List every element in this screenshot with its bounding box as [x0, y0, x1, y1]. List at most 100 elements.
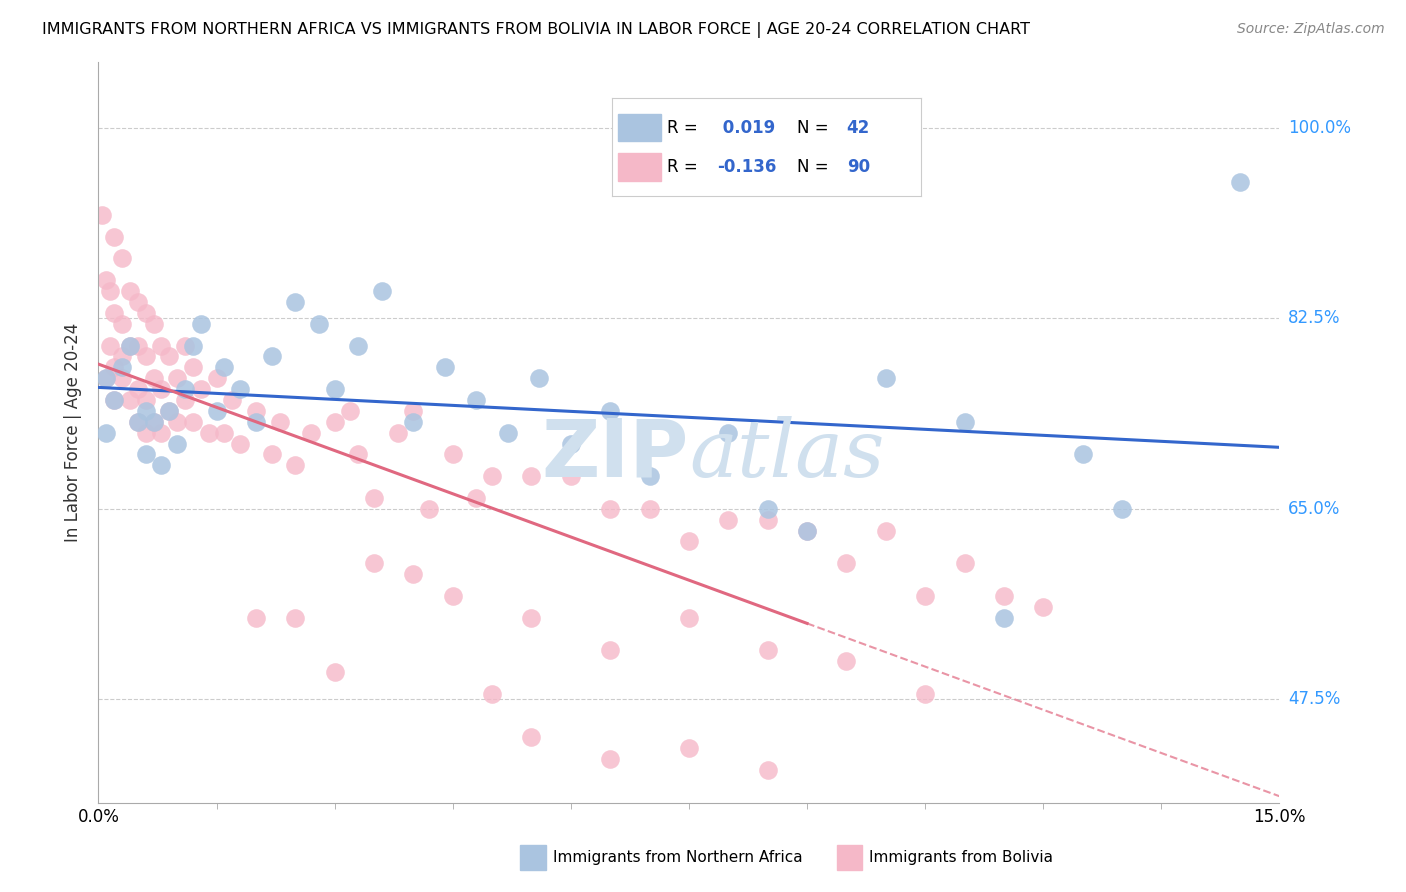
- Point: [166, 371, 188, 385]
- Point: [197, 425, 219, 440]
- Point: [135, 447, 157, 461]
- Point: [166, 436, 188, 450]
- Point: [96, 425, 118, 440]
- Point: [481, 687, 503, 701]
- Point: [308, 317, 330, 331]
- Point: [111, 252, 134, 266]
- Point: [118, 338, 141, 352]
- Point: [678, 534, 700, 549]
- Point: [135, 425, 157, 440]
- Point: [441, 447, 464, 461]
- Point: [127, 415, 149, 429]
- Point: [111, 371, 134, 385]
- Point: [190, 317, 212, 331]
- Text: N =: N =: [797, 158, 834, 176]
- Point: [599, 643, 621, 657]
- Point: [481, 469, 503, 483]
- Text: 42: 42: [846, 119, 870, 136]
- Point: [441, 589, 464, 603]
- Text: -0.136: -0.136: [717, 158, 776, 176]
- Point: [914, 589, 936, 603]
- Point: [953, 415, 976, 429]
- Point: [127, 415, 149, 429]
- Point: [150, 425, 173, 440]
- Point: [142, 371, 165, 385]
- Point: [181, 415, 204, 429]
- Point: [323, 665, 346, 680]
- Point: [135, 392, 157, 407]
- Point: [111, 360, 134, 375]
- Point: [678, 741, 700, 756]
- Point: [103, 392, 125, 407]
- Point: [323, 382, 346, 396]
- Point: [638, 469, 661, 483]
- Point: [229, 436, 252, 450]
- Point: [529, 371, 551, 385]
- Point: [96, 273, 118, 287]
- Point: [142, 415, 165, 429]
- Point: [993, 611, 1015, 625]
- Point: [96, 371, 118, 385]
- Point: [599, 752, 621, 766]
- Text: IMMIGRANTS FROM NORTHERN AFRICA VS IMMIGRANTS FROM BOLIVIA IN LABOR FORCE | AGE : IMMIGRANTS FROM NORTHERN AFRICA VS IMMIG…: [42, 22, 1031, 38]
- Text: 47.5%: 47.5%: [1288, 690, 1340, 708]
- Point: [717, 425, 740, 440]
- Point: [245, 415, 267, 429]
- Point: [465, 392, 488, 407]
- Point: [560, 469, 582, 483]
- Text: 90: 90: [846, 158, 870, 176]
- Point: [127, 382, 149, 396]
- Text: 0.019: 0.019: [717, 119, 775, 136]
- Point: [993, 589, 1015, 603]
- Point: [135, 404, 157, 418]
- Point: [166, 415, 188, 429]
- Point: [157, 404, 180, 418]
- Text: 82.5%: 82.5%: [1288, 310, 1340, 327]
- Point: [174, 338, 197, 352]
- Point: [560, 436, 582, 450]
- Point: [402, 567, 425, 582]
- Point: [103, 229, 125, 244]
- Point: [835, 556, 858, 570]
- Point: [433, 360, 456, 375]
- Point: [157, 404, 180, 418]
- Text: ZIP: ZIP: [541, 416, 689, 494]
- Point: [347, 447, 370, 461]
- Point: [135, 306, 157, 320]
- Text: R =: R =: [668, 158, 703, 176]
- Text: Immigrants from Bolivia: Immigrants from Bolivia: [869, 850, 1053, 864]
- Bar: [617, 153, 661, 180]
- Point: [142, 415, 165, 429]
- Point: [347, 338, 370, 352]
- Text: 100.0%: 100.0%: [1288, 119, 1351, 136]
- Point: [678, 611, 700, 625]
- Point: [835, 654, 858, 668]
- Point: [520, 469, 543, 483]
- Point: [756, 501, 779, 516]
- Point: [387, 425, 409, 440]
- Point: [103, 306, 125, 320]
- Point: [496, 425, 519, 440]
- Text: Immigrants from Northern Africa: Immigrants from Northern Africa: [553, 850, 803, 864]
- Point: [205, 404, 228, 418]
- Point: [599, 404, 621, 418]
- Point: [299, 425, 322, 440]
- Point: [157, 350, 180, 364]
- Point: [127, 295, 149, 310]
- Point: [103, 392, 125, 407]
- Point: [875, 524, 897, 538]
- Point: [205, 371, 228, 385]
- Point: [260, 447, 283, 461]
- Point: [756, 513, 779, 527]
- Point: [118, 338, 141, 352]
- Point: [339, 404, 361, 418]
- Point: [96, 371, 118, 385]
- Point: [796, 524, 818, 538]
- Point: [221, 392, 243, 407]
- Point: [91, 208, 114, 222]
- Point: [914, 687, 936, 701]
- Point: [1111, 501, 1133, 516]
- Point: [756, 643, 779, 657]
- Text: R =: R =: [668, 119, 703, 136]
- Point: [1032, 599, 1054, 614]
